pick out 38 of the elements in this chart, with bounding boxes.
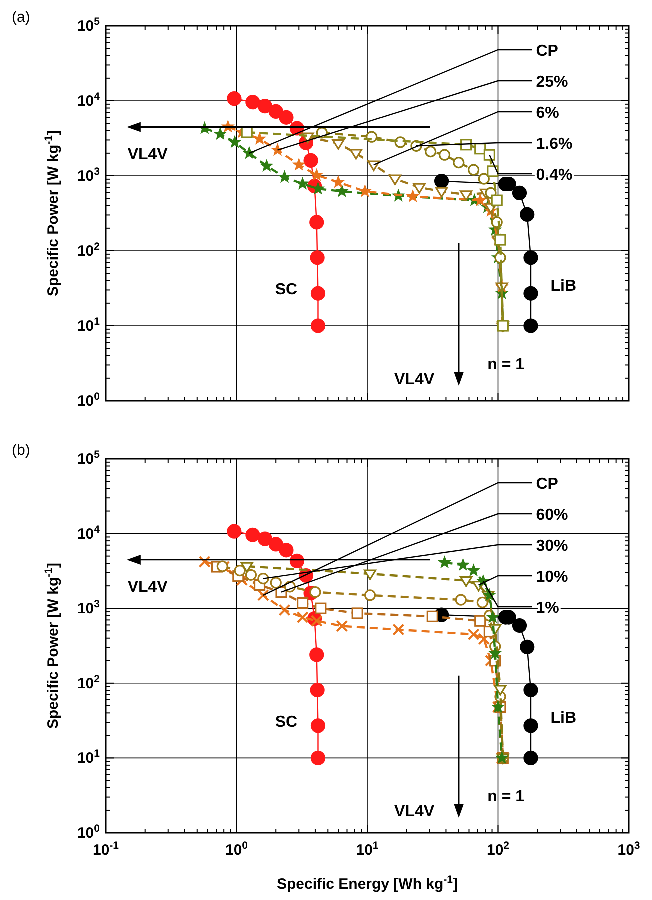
text: CP (536, 43, 559, 60)
x-tick-label: 10$^{1}$ (356, 840, 379, 859)
x-axis-title: Specific Energy [Wh kg$^{-1}$] (276, 874, 458, 893)
annotation: VL4V (128, 579, 168, 596)
y-tick-label: 10$^{5}$ (77, 16, 100, 35)
y-tick-label: 10$^{5}$ (77, 449, 100, 468)
y-tick-label: 10$^{1}$ (77, 316, 100, 335)
y-tick-label: 10$^{4}$ (77, 524, 100, 543)
text: 1.6% (536, 136, 573, 153)
annotation: VL4V (128, 146, 168, 164)
x-tick-label: 10$^{0}$ (225, 840, 248, 859)
text: 6% (536, 105, 560, 122)
annotation: LiB (550, 710, 577, 728)
annotation: n = 1 (488, 788, 525, 806)
y-tick-label: 10$^{2}$ (77, 241, 100, 260)
chart-title: (b) (12, 442, 30, 459)
x-tick-label: 10$^{3}$ (618, 840, 640, 859)
text: 60% (536, 507, 568, 524)
y-tick-label: 10$^{3}$ (77, 598, 100, 618)
text: 30% (536, 538, 568, 555)
annotation: VL4V (394, 372, 435, 388)
text: 25% (536, 74, 568, 91)
text: CP (536, 476, 559, 493)
annotation: VL4V (394, 804, 435, 821)
text: 10% (536, 569, 568, 586)
x-tick-label: 10$^{2}$ (486, 840, 510, 859)
y-tick-label: 10$^{2}$ (77, 673, 100, 692)
y-tick-label: 10$^{1}$ (77, 748, 100, 768)
y-tick-label: 10$^{0}$ (77, 823, 100, 842)
x-tick-label: 10$^{-1}$ (92, 840, 120, 859)
annotation: LiB (550, 278, 577, 295)
annotation: SC (275, 282, 298, 298)
annotation: n = 1 (488, 356, 525, 374)
y-tick-label: 10$^{4}$ (77, 91, 100, 110)
y-tick-label: 10$^{3}$ (77, 166, 100, 185)
annotation: SC (275, 714, 298, 731)
y-tick-label: 10$^{0}$ (77, 391, 100, 410)
chart-title: (a) (12, 9, 30, 26)
